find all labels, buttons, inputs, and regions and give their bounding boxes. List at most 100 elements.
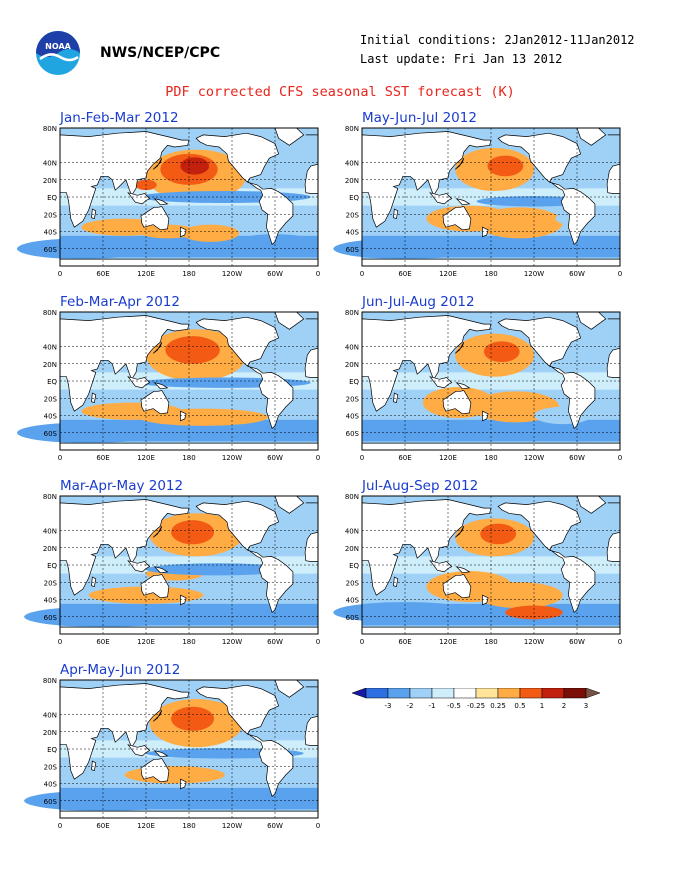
- landmass: [497, 316, 596, 430]
- lat-tick-label: 20S: [44, 395, 58, 403]
- legend-swatch: [453, 687, 477, 699]
- lon-tick-label: 120E: [439, 270, 457, 278]
- landmass: [455, 382, 471, 390]
- sst-map-panel: 80N 40N 20N EQ 20S 40S 60S 0 60E 120E 180 120W 60W 0: [17, 309, 322, 468]
- map-frame: [361, 495, 621, 635]
- landmass: [127, 560, 151, 573]
- landmass: [195, 500, 294, 614]
- map-frame: [361, 127, 621, 267]
- legend-swatch: [563, 687, 587, 699]
- sst-map: 80N 40N 20N EQ 20S 40S 60S 0 60E 120E 180 120W 60W 0: [333, 493, 622, 646]
- lat-tick-label: 40S: [346, 597, 360, 605]
- landmass: [393, 576, 399, 588]
- lat-tick-label: 20S: [44, 579, 58, 587]
- lat-tick-label: 40S: [44, 781, 58, 789]
- legend-label: -2: [407, 702, 414, 710]
- sst-map-panel: 80N 40N 20N EQ 20S 40S 60S 0 60E 120E 180 120W 60W 0: [333, 493, 624, 652]
- lat-tick-label: 80N: [345, 493, 359, 501]
- legend-arrow-left: [351, 687, 367, 699]
- lon-tick-label: 60E: [96, 270, 109, 278]
- anomaly-region: [171, 520, 215, 545]
- lon-tick-label: 0: [618, 454, 622, 462]
- sst-map-panel: 80N 40N 20N EQ 20S 40S 60S 0 60E 120E 180 120W 60W 0: [24, 493, 322, 652]
- lon-tick-label: 0: [360, 270, 364, 278]
- legend-label: 1: [540, 702, 544, 710]
- lat-tick-label: 60S: [346, 614, 360, 622]
- lon-tick-label: 0: [58, 822, 62, 830]
- lat-tick-label: 40N: [43, 344, 57, 352]
- landmass: [454, 526, 465, 538]
- landmass: [442, 574, 472, 599]
- landmass: [152, 710, 163, 722]
- landmass: [91, 760, 97, 772]
- landmass: [59, 683, 190, 780]
- landmass: [59, 499, 190, 596]
- lon-tick-label: 120E: [439, 638, 457, 646]
- legend-swatch: [365, 687, 389, 699]
- sst-map-panel: 80N 40N 20N EQ 20S 40S 60S 0 60E 120E 180 120W 60W 0: [345, 309, 624, 468]
- landmass: [153, 750, 169, 758]
- lon-tick-label: 60W: [267, 454, 283, 462]
- legend-swatch: [519, 687, 543, 699]
- lat-tick-label: 20S: [346, 211, 360, 219]
- lon-tick-label: 60W: [267, 270, 283, 278]
- lon-tick-label: 60E: [398, 454, 411, 462]
- anomaly-region: [124, 766, 225, 784]
- landmass: [429, 560, 453, 573]
- lat-tick-label: EQ: [349, 378, 359, 386]
- lat-tick-label: EQ: [349, 194, 359, 202]
- lon-tick-label: 180: [484, 270, 497, 278]
- lat-tick-label: 60S: [44, 430, 58, 438]
- legend-label: 2: [562, 702, 566, 710]
- sst-map: 80N 40N 20N EQ 20S 40S 60S 0 60E 120E 180 120W 60W 0: [17, 309, 320, 462]
- landmass: [152, 158, 163, 170]
- landmass: [482, 410, 489, 422]
- map-frame: [59, 127, 319, 267]
- lon-tick-label: 60W: [267, 638, 283, 646]
- landmass: [153, 566, 169, 574]
- lon-tick-label: 120E: [137, 454, 155, 462]
- lon-tick-label: 120W: [222, 638, 242, 646]
- lat-tick-label: 40N: [43, 712, 57, 720]
- landmass: [455, 566, 471, 574]
- landmass: [361, 499, 492, 596]
- lon-tick-label: 60W: [267, 822, 283, 830]
- last-update: Last update: Fri Jan 13 2012: [360, 52, 563, 66]
- lat-tick-label: 20N: [345, 177, 359, 185]
- panel-title: Jan-Feb-Mar 2012: [60, 110, 179, 126]
- lat-tick-label: 40N: [345, 160, 359, 168]
- panel-title: Mar-Apr-May 2012: [60, 478, 184, 494]
- lat-tick-label: 20N: [345, 361, 359, 369]
- legend-label: -3: [385, 702, 392, 710]
- legend-swatch: [497, 687, 521, 699]
- landmass: [482, 594, 489, 606]
- anomaly-region: [171, 706, 215, 731]
- legend-label: 0.5: [514, 702, 525, 710]
- panel-title: Jul-Aug-Sep 2012: [362, 478, 479, 494]
- lat-tick-label: 20N: [43, 361, 57, 369]
- lat-tick-label: 60S: [44, 614, 58, 622]
- landmass: [429, 192, 453, 205]
- map-frame: [361, 311, 621, 451]
- legend-label: -1: [429, 702, 436, 710]
- landmass: [140, 574, 170, 599]
- lat-tick-label: 60S: [44, 246, 58, 254]
- lat-tick-label: 80N: [43, 125, 57, 133]
- landmass: [140, 758, 170, 783]
- sst-map-panel: 80N 40N 20N EQ 20S 40S 60S 0 60E 120E 180 120W 60W 0: [24, 677, 322, 836]
- landmass: [127, 192, 151, 205]
- legend-swatch: [409, 687, 433, 699]
- lat-tick-label: 20S: [44, 211, 58, 219]
- lat-tick-label: 60S: [346, 430, 360, 438]
- lon-tick-label: 180: [182, 822, 195, 830]
- landmass: [59, 131, 190, 228]
- landmass: [153, 198, 169, 206]
- landmass: [454, 158, 465, 170]
- lon-tick-label: 60E: [398, 638, 411, 646]
- lat-tick-label: 20N: [43, 177, 57, 185]
- initial-conditions: Initial conditions: 2Jan2012-11Jan2012: [360, 33, 635, 47]
- landmass: [195, 316, 294, 430]
- svg-text:NOAA: NOAA: [45, 42, 71, 51]
- lat-tick-label: 40N: [345, 528, 359, 536]
- lat-tick-label: 80N: [43, 677, 57, 685]
